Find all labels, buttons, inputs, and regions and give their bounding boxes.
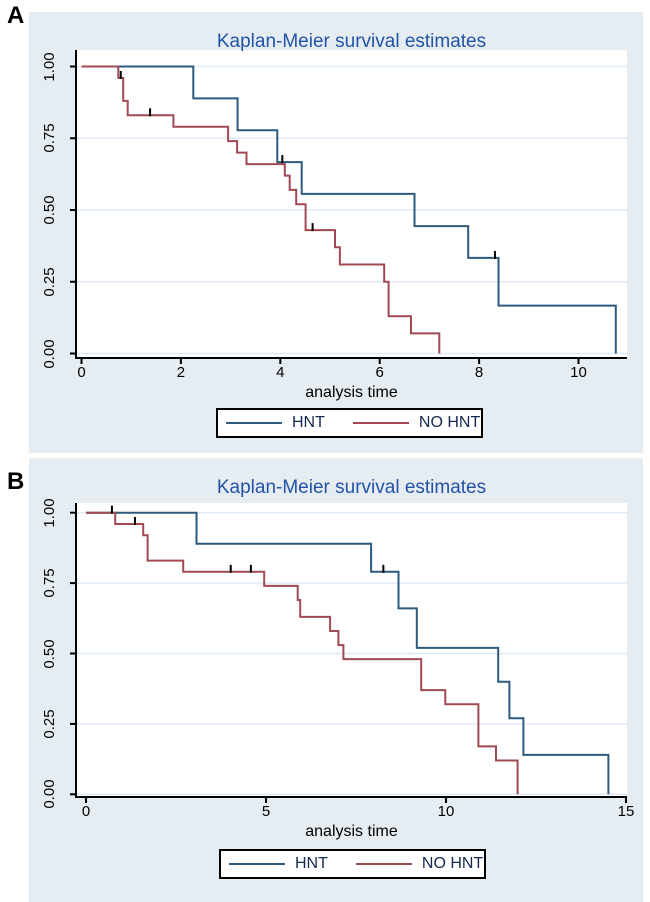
panel-b-legend: HNT NO HNT bbox=[219, 849, 486, 879]
panel-b-y-tick-label: 0.50 bbox=[41, 638, 58, 669]
panel-b-legend-line-hnt bbox=[229, 863, 285, 865]
panel-a-x-axis-title: analysis time bbox=[305, 384, 398, 401]
panel-a-x-tick-label: 8 bbox=[474, 364, 484, 381]
panel-a-x-tick-label: 4 bbox=[276, 364, 285, 381]
panel-a-x-tick-label: 2 bbox=[176, 364, 186, 381]
panel-b-x-axis-title: analysis time bbox=[305, 823, 398, 840]
panel-a-x-tick-label: 6 bbox=[375, 364, 384, 381]
panel-a-y-tick-label: 1.00 bbox=[41, 51, 58, 82]
panel-a-legend-label-no-hnt: NO HNT bbox=[418, 414, 481, 431]
panel-a-legend-line-hnt bbox=[226, 422, 282, 424]
panel-a-y-tick-label: 0.50 bbox=[41, 195, 58, 225]
panel-a-y-tick-label: 0.75 bbox=[41, 123, 58, 153]
panel-b-y-tick-label: 0.00 bbox=[41, 779, 58, 809]
panel-b-legend-label-hnt: HNT bbox=[295, 855, 328, 872]
panel-a-y-tick-label: 0.25 bbox=[41, 267, 58, 297]
panel-a-legend: HNT NO HNT bbox=[216, 408, 483, 438]
panel-b-legend-line-no-hnt bbox=[355, 863, 412, 865]
panel-b-y-tick-label: 0.75 bbox=[41, 568, 58, 598]
panel-a-legend-label-hnt: HNT bbox=[292, 414, 325, 431]
panel-b-x-tick-label: 0 bbox=[81, 803, 91, 820]
panel-b-chart-title: Kaplan-Meier survival estimates bbox=[216, 477, 487, 498]
panel-a-chart-title: Kaplan-Meier survival estimates bbox=[216, 31, 487, 52]
panel-a-x-tick-label: 0 bbox=[77, 364, 86, 381]
panel-b-x-tick-label: 10 bbox=[437, 803, 455, 820]
panel-b-legend-label-no-hnt: NO HNT bbox=[421, 855, 484, 872]
panel-b-y-tick-label: 0.25 bbox=[41, 709, 58, 739]
panel-b-label: B bbox=[7, 468, 25, 495]
panel-b-x-tick-label: 15 bbox=[617, 803, 635, 820]
panel-b-x-tick-label: 5 bbox=[261, 803, 271, 820]
panel-a-legend-line-no-hnt bbox=[352, 422, 409, 424]
panel-b-y-tick-label: 1.00 bbox=[41, 498, 58, 528]
panel-a-label: A bbox=[7, 2, 25, 29]
panel-a-y-tick-label: 0.00 bbox=[41, 338, 58, 369]
panel-a-x-tick-label: 10 bbox=[570, 364, 587, 381]
